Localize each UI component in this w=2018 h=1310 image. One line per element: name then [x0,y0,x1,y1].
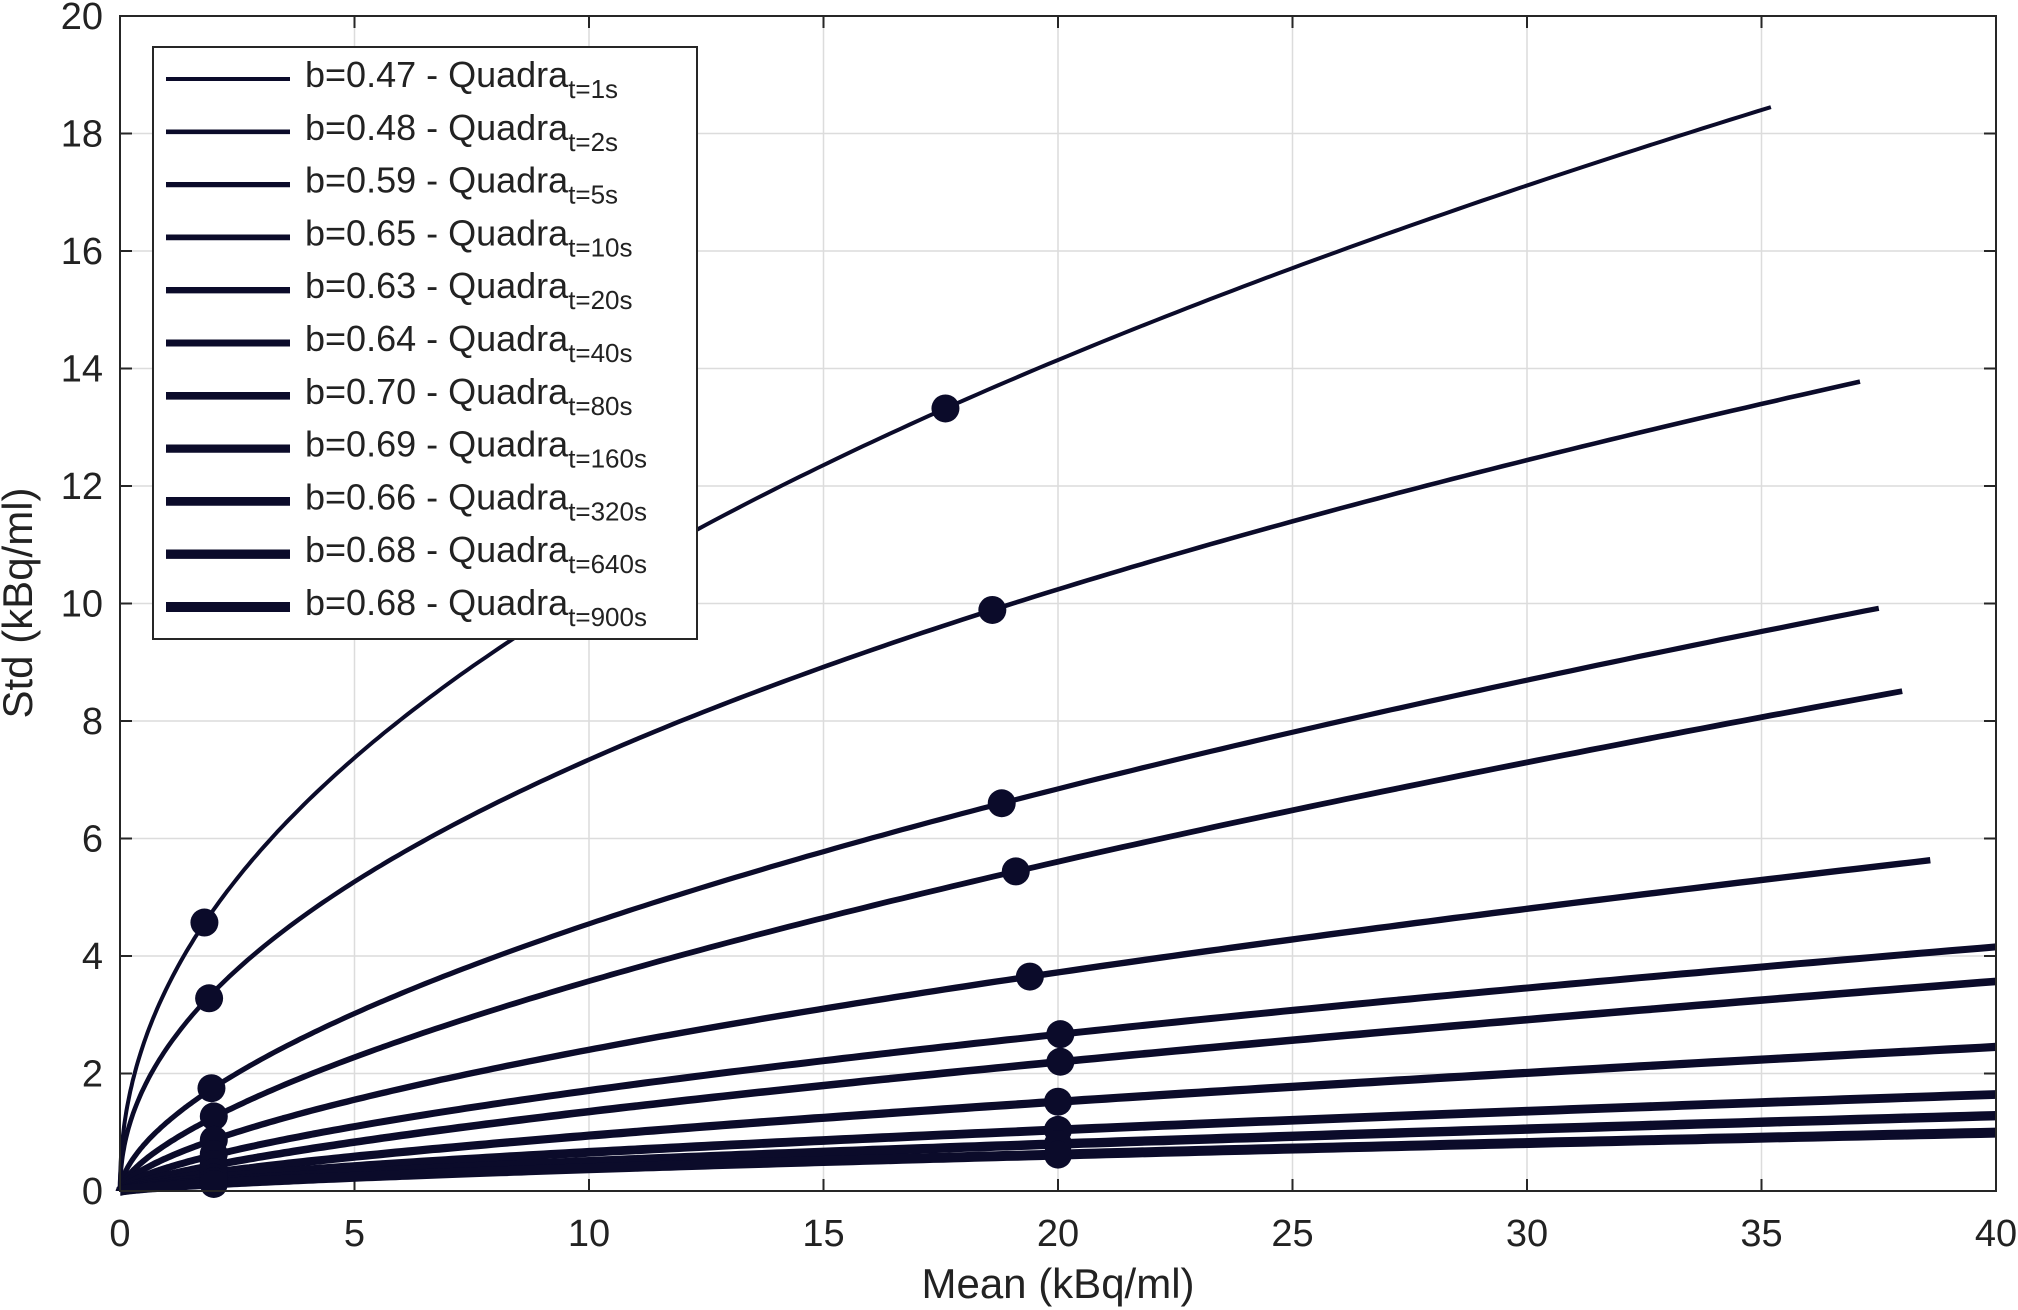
y-tick-label: 12 [61,466,103,508]
series-line-3 [117,605,1880,1193]
series-3-marker-1 [197,1074,226,1103]
x-tick-label: 10 [568,1213,610,1255]
series-line-11 [115,1127,1997,1196]
y-tick-label: 16 [61,231,103,273]
series-7-marker-2 [1046,1047,1075,1076]
legend-entry-1: b=0.47 - Quadrat=1s [305,54,618,104]
x-tick-label: 0 [109,1213,130,1255]
series-1-marker-2 [931,394,960,423]
tick-labels: 0 5 10 15 20 25 30 35 40 0 2 4 6 8 10 12 14 16 18 20 [61,0,2017,1255]
legend-entry-4: b=0.65 - Quadrat=10s [305,212,633,262]
y-tick-label: 10 [61,584,103,626]
y-tick-label: 14 [61,349,103,391]
y-tick-label: 0 [82,1171,103,1213]
y-axis-label: Std (kBq/ml) [0,487,41,718]
x-tick-label: 40 [1975,1213,2017,1255]
series-1-marker-1 [190,908,219,937]
legend-entry-7: b=0.70 - Quadrat=80s [305,371,633,421]
series-line-7 [116,977,1997,1195]
series-8-marker-2 [1044,1087,1072,1116]
series-5-marker-2 [1015,962,1044,991]
series-line-4 [117,688,1903,1194]
legend-entry-5: b=0.63 - Quadrat=20s [305,265,633,315]
legend: b=0.47 - Quadrat=1sb=0.48 - Quadrat=2sb=… [152,46,698,640]
series-11-marker-1 [199,1169,228,1198]
series-3-marker-2 [987,789,1016,818]
series-2-marker-1 [195,984,224,1013]
y-tick-label: 20 [61,0,103,38]
legend-entry-10: b=0.68 - Quadrat=640s [305,529,647,579]
x-tick-label: 35 [1740,1213,1782,1255]
legend-entry-9: b=0.66 - Quadrat=320s [305,476,647,526]
series-6-marker-2 [1046,1020,1075,1049]
series-4-marker-2 [1001,857,1030,886]
series-4-marker-1 [199,1102,228,1131]
series-line-5 [116,857,1931,1194]
series-markers [190,394,1075,1198]
x-tick-label: 30 [1506,1213,1548,1255]
legend-entry-2: b=0.48 - Quadrat=2s [305,107,618,157]
y-tick-label: 6 [82,819,103,861]
y-tick-label: 8 [82,701,103,743]
y-tick-label: 4 [82,936,103,978]
legend-entry-6: b=0.64 - Quadrat=40s [305,318,633,368]
series-lines [115,105,1997,1196]
x-tick-label: 5 [344,1213,365,1255]
series-line-6 [116,943,1997,1195]
plot-frame [119,15,1997,1192]
x-tick-label: 25 [1271,1213,1313,1255]
x-axis-label: Mean (kBq/ml) [921,1260,1194,1307]
y-tick-label: 2 [82,1054,103,1096]
legend-entry-8: b=0.69 - Quadrat=160s [305,424,647,474]
x-tick-label: 20 [1037,1213,1079,1255]
legend-entry-11: b=0.68 - Quadrat=900s [305,582,647,632]
legend-entry-3: b=0.59 - Quadrat=5s [305,160,618,210]
y-tick-label: 18 [61,114,103,156]
series-11-marker-2 [1044,1140,1072,1169]
series-2-marker-2 [978,595,1007,624]
series-line-2 [117,379,1861,1191]
x-tick-label: 15 [802,1213,844,1255]
